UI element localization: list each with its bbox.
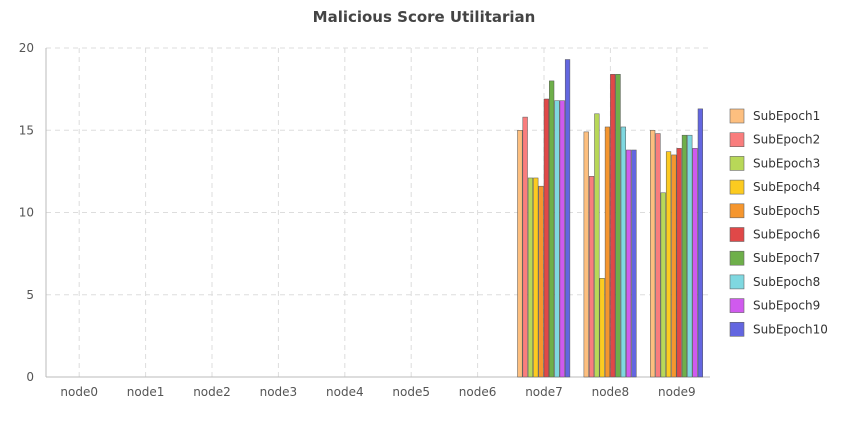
bar xyxy=(681,134,688,378)
bar xyxy=(665,151,672,378)
legend-label: SubEpoch9 xyxy=(753,299,820,313)
bar xyxy=(626,149,632,378)
bars xyxy=(517,59,703,378)
bar xyxy=(588,176,595,378)
x-tick-label: node7 xyxy=(525,385,563,399)
bar xyxy=(620,126,626,378)
bar xyxy=(599,278,605,378)
bar xyxy=(697,108,703,378)
x-tick-label: node4 xyxy=(326,385,364,399)
bar xyxy=(615,74,621,378)
legend-swatch xyxy=(729,179,745,195)
y-tick-label: 20 xyxy=(19,41,34,55)
x-tick-label: node3 xyxy=(260,385,298,399)
legend-swatch xyxy=(729,132,745,147)
bar xyxy=(687,134,693,378)
legend-swatch xyxy=(729,156,745,171)
legend-label: SubEpoch6 xyxy=(753,228,820,242)
bar xyxy=(549,80,555,378)
x-tick-label: node1 xyxy=(127,385,165,399)
x-tick-label: node5 xyxy=(392,385,430,399)
axes: 0 5 10 15 20 node0 node1 node2 node3 node4 node5 no… xyxy=(19,41,710,399)
bar xyxy=(650,130,656,378)
x-tick-label: node9 xyxy=(658,385,696,399)
y-tick-label: 0 xyxy=(26,370,34,384)
bar xyxy=(554,100,560,378)
bar xyxy=(543,98,549,378)
legend-label: SubEpoch3 xyxy=(753,156,820,170)
legend-label: SubEpoch8 xyxy=(753,275,820,289)
legend-swatch xyxy=(729,250,745,266)
legend-swatch xyxy=(729,274,745,290)
x-tick-label: node2 xyxy=(193,385,231,399)
legend-swatch xyxy=(729,108,745,124)
bar xyxy=(564,59,571,378)
bar xyxy=(538,185,544,378)
legend-swatch xyxy=(729,227,745,242)
bar xyxy=(533,177,539,378)
legend: SubEpoch1 SubEpoch2 SubEpoch3 SubEpoch4 SubE… xyxy=(729,108,828,337)
chart-title: Malicious Score Utilitarian xyxy=(313,8,536,26)
bar xyxy=(517,130,523,378)
y-tick-label: 10 xyxy=(19,206,34,220)
y-tick-label: 5 xyxy=(26,288,34,302)
legend-swatch xyxy=(729,203,745,219)
y-tick-label: 15 xyxy=(19,123,34,137)
legend-swatch xyxy=(729,298,745,313)
bar xyxy=(559,100,565,378)
bar xyxy=(583,131,589,378)
bar xyxy=(692,148,698,378)
bar xyxy=(631,149,637,378)
legend-swatch xyxy=(729,321,745,337)
bar xyxy=(671,154,677,378)
bar xyxy=(604,126,611,378)
legend-label: SubEpoch10 xyxy=(753,322,828,336)
legend-label: SubEpoch5 xyxy=(753,204,820,218)
bar xyxy=(676,148,682,378)
x-tick-label: node0 xyxy=(60,385,98,399)
bar xyxy=(660,192,666,378)
legend-label: SubEpoch7 xyxy=(753,251,820,265)
x-tick-label: node6 xyxy=(459,385,497,399)
legend-label: SubEpoch4 xyxy=(753,180,820,194)
legend-label: SubEpoch2 xyxy=(753,133,820,147)
x-tick-label: node8 xyxy=(592,385,630,399)
legend-label: SubEpoch1 xyxy=(753,109,820,123)
bar xyxy=(522,116,528,378)
bar xyxy=(610,74,616,378)
bar xyxy=(527,177,534,378)
bar xyxy=(655,133,661,378)
bar xyxy=(594,113,600,378)
